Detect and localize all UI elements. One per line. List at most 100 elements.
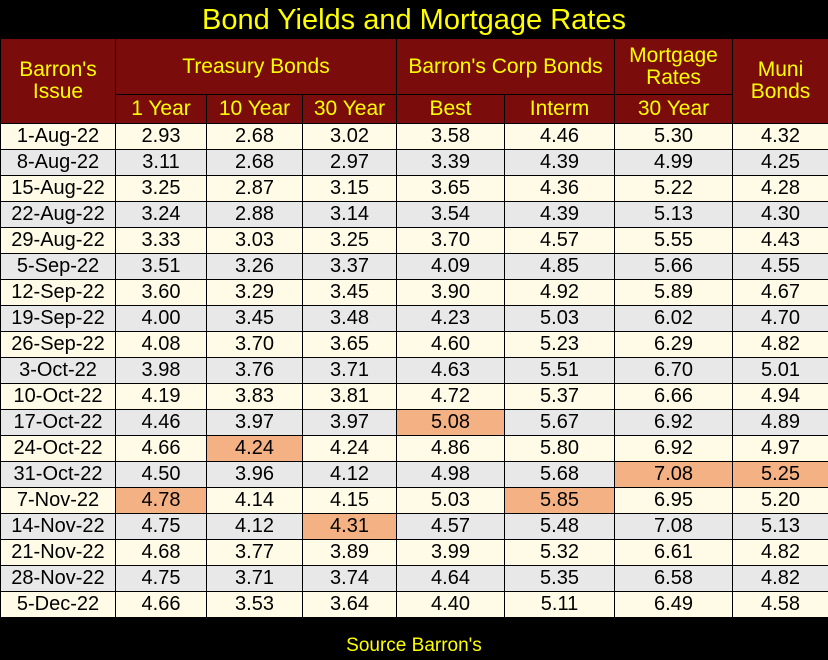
cell-treasury-1-year: 4.68 [115, 539, 207, 566]
cell-corp-best: 4.72 [396, 383, 505, 410]
cell-mortgage-30-year: 5.89 [614, 279, 733, 306]
cell-muni-bonds: 4.32 [732, 123, 828, 150]
cell-issue-date: 19-Sep-22 [0, 305, 116, 332]
cell-corp-interm: 5.85 [504, 487, 615, 514]
cell-corp-interm: 4.46 [504, 123, 615, 150]
cell-corp-best: 3.58 [396, 123, 505, 150]
cell-muni-bonds: 5.13 [732, 513, 828, 540]
cell-issue-date: 8-Aug-22 [0, 149, 116, 176]
cell-treasury-1-year: 4.50 [115, 461, 207, 488]
cell-treasury-30-year: 4.12 [302, 461, 397, 488]
cell-corp-interm: 4.36 [504, 175, 615, 202]
cell-mortgage-30-year: 6.61 [614, 539, 733, 566]
cell-muni-bonds: 4.55 [732, 253, 828, 280]
cell-treasury-1-year: 3.33 [115, 227, 207, 254]
cell-corp-interm: 5.32 [504, 539, 615, 566]
cell-treasury-30-year: 3.81 [302, 383, 397, 410]
cell-corp-interm: 5.67 [504, 409, 615, 436]
cell-treasury-30-year: 4.15 [302, 487, 397, 514]
cell-treasury-10-year: 4.24 [206, 435, 303, 462]
cell-corp-best: 4.86 [396, 435, 505, 462]
cell-corp-interm: 4.39 [504, 149, 615, 176]
table-row: 5-Sep-22 3.51 3.26 3.37 4.09 4.85 5.66 4.55 [0, 253, 828, 280]
table-row: 15-Aug-22 3.25 2.87 3.15 3.65 4.36 5.22 4.28 [0, 175, 828, 202]
cell-mortgage-30-year: 7.08 [614, 461, 733, 488]
subheader-corp-best: Best [396, 94, 505, 124]
cell-muni-bonds: 4.70 [732, 305, 828, 332]
cell-muni-bonds: 4.82 [732, 331, 828, 358]
cell-corp-interm: 5.48 [504, 513, 615, 540]
cell-treasury-1-year: 3.98 [115, 357, 207, 384]
cell-treasury-10-year: 3.45 [206, 305, 303, 332]
cell-treasury-10-year: 4.14 [206, 487, 303, 514]
subheader-treasury-10-year: 10 Year [206, 94, 303, 124]
cell-muni-bonds: 4.82 [732, 565, 828, 592]
cell-treasury-10-year: 3.76 [206, 357, 303, 384]
source-note: Source Barron's [346, 635, 482, 656]
cell-issue-date: 15-Aug-22 [0, 175, 116, 202]
cell-mortgage-30-year: 5.22 [614, 175, 733, 202]
cell-treasury-1-year: 4.75 [115, 513, 207, 540]
cell-mortgage-30-year: 6.95 [614, 487, 733, 514]
cell-muni-bonds: 4.97 [732, 435, 828, 462]
table-title: Bond Yields and Mortgage Rates [202, 4, 626, 36]
cell-corp-interm: 5.68 [504, 461, 615, 488]
cell-corp-best: 4.57 [396, 513, 505, 540]
cell-treasury-30-year: 3.15 [302, 175, 397, 202]
cell-mortgage-30-year: 7.08 [614, 513, 733, 540]
cell-treasury-10-year: 3.96 [206, 461, 303, 488]
cell-corp-best: 3.39 [396, 149, 505, 176]
cell-corp-best: 4.63 [396, 357, 505, 384]
cell-treasury-1-year: 4.08 [115, 331, 207, 358]
table-row: 26-Sep-22 4.08 3.70 3.65 4.60 5.23 6.29 4.82 [0, 331, 828, 358]
cell-treasury-10-year: 3.83 [206, 383, 303, 410]
cell-issue-date: 26-Sep-22 [0, 331, 116, 358]
cell-treasury-30-year: 4.24 [302, 435, 397, 462]
cell-treasury-30-year: 3.37 [302, 253, 397, 280]
cell-mortgage-30-year: 6.92 [614, 409, 733, 436]
cell-treasury-1-year: 3.25 [115, 175, 207, 202]
cell-treasury-10-year: 3.53 [206, 591, 303, 618]
cell-issue-date: 10-Oct-22 [0, 383, 116, 410]
subheader-mortgage-30-year: 30 Year [614, 94, 733, 124]
cell-treasury-1-year: 3.24 [115, 201, 207, 228]
table-row: 14-Nov-22 4.75 4.12 4.31 4.57 5.48 7.08 5.13 [0, 513, 828, 540]
header-treasury-bonds: Treasury Bonds [115, 38, 397, 95]
table-row: 12-Sep-22 3.60 3.29 3.45 3.90 4.92 5.89 4.67 [0, 279, 828, 306]
cell-corp-interm: 5.23 [504, 331, 615, 358]
cell-mortgage-30-year: 5.55 [614, 227, 733, 254]
cell-treasury-10-year: 3.03 [206, 227, 303, 254]
cell-muni-bonds: 4.28 [732, 175, 828, 202]
cell-corp-best: 3.99 [396, 539, 505, 566]
cell-treasury-1-year: 4.66 [115, 435, 207, 462]
cell-corp-best: 4.98 [396, 461, 505, 488]
cell-issue-date: 12-Sep-22 [0, 279, 116, 306]
table-row: 5-Dec-22 4.66 3.53 3.64 4.40 5.11 6.49 4.58 [0, 591, 828, 618]
cell-corp-interm: 4.92 [504, 279, 615, 306]
table-row: 24-Oct-22 4.66 4.24 4.24 4.86 5.80 6.92 4.97 [0, 435, 828, 462]
subheader-treasury-30-year: 30 Year [302, 94, 397, 124]
cell-treasury-30-year: 3.02 [302, 123, 397, 150]
cell-mortgage-30-year: 5.13 [614, 201, 733, 228]
cell-issue-date: 29-Aug-22 [0, 227, 116, 254]
cell-muni-bonds: 4.58 [732, 591, 828, 618]
cell-treasury-30-year: 3.25 [302, 227, 397, 254]
cell-muni-bonds: 4.67 [732, 279, 828, 306]
table-row: 28-Nov-22 4.75 3.71 3.74 4.64 5.35 6.58 4.82 [0, 565, 828, 592]
cell-corp-interm: 5.51 [504, 357, 615, 384]
cell-mortgage-30-year: 6.92 [614, 435, 733, 462]
table-row: 19-Sep-22 4.00 3.45 3.48 4.23 5.03 6.02 4.70 [0, 305, 828, 332]
cell-corp-interm: 5.03 [504, 305, 615, 332]
cell-corp-best: 3.90 [396, 279, 505, 306]
cell-mortgage-30-year: 5.30 [614, 123, 733, 150]
cell-corp-best: 4.40 [396, 591, 505, 618]
cell-treasury-30-year: 3.45 [302, 279, 397, 306]
table-row: 29-Aug-22 3.33 3.03 3.25 3.70 4.57 5.55 4.43 [0, 227, 828, 254]
cell-mortgage-30-year: 6.49 [614, 591, 733, 618]
table-row: 7-Nov-22 4.78 4.14 4.15 5.03 5.85 6.95 5.20 [0, 487, 828, 514]
table-row: 17-Oct-22 4.46 3.97 3.97 5.08 5.67 6.92 4.89 [0, 409, 828, 436]
cell-treasury-10-year: 4.12 [206, 513, 303, 540]
cell-muni-bonds: 5.20 [732, 487, 828, 514]
cell-treasury-30-year: 2.97 [302, 149, 397, 176]
cell-treasury-10-year: 2.87 [206, 175, 303, 202]
